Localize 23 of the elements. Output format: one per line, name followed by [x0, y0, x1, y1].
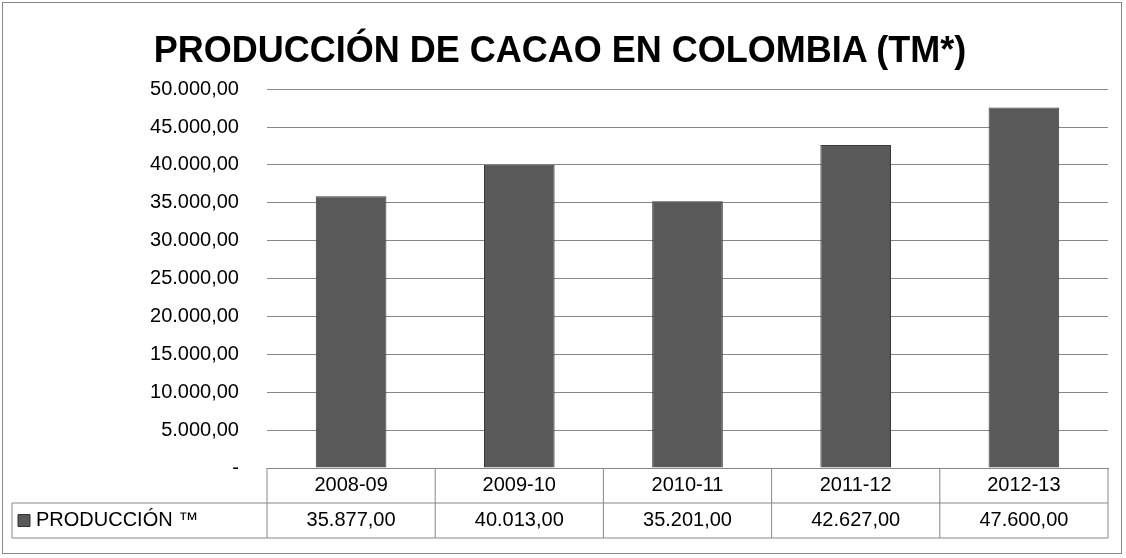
y-tick-label: 15.000,00	[150, 341, 239, 364]
data-label: 35.201,00	[643, 508, 732, 531]
data-label: 35.877,00	[306, 508, 396, 531]
y-tick-label: 40.000,00	[150, 152, 239, 175]
x-tick-label: 2012-13	[987, 473, 1061, 496]
y-tick-label: -	[232, 455, 239, 478]
data-label: 40.013,00	[474, 508, 564, 531]
x-tick-label: 2010-11	[651, 473, 724, 496]
y-tick-label: 10.000,00	[150, 379, 239, 402]
y-tick-label: 5.000,00	[161, 417, 239, 440]
chart-title: PRODUCCIÓN DE CACAO EN COLOMBIA (TM*)	[153, 27, 967, 70]
y-tick-label: 50.000,00	[150, 76, 239, 99]
x-tick-label: 2009-10	[482, 473, 556, 496]
y-tick-label: 45.000,00	[150, 114, 239, 137]
y-tick-label: 20.000,00	[150, 304, 239, 326]
x-tick-label: 2011-12	[819, 473, 892, 496]
y-tick-label: 30.000,00	[150, 228, 239, 251]
y-tick-label: 35.000,00	[150, 190, 239, 213]
y-tick-label: 25.000,00	[150, 266, 239, 289]
x-tick-label: 2008-09	[314, 473, 388, 496]
data-label: 47.600,00	[979, 508, 1069, 531]
legend-label: PRODUCCIÓN ™	[36, 508, 199, 531]
data-label: 42.627,00	[811, 508, 901, 531]
